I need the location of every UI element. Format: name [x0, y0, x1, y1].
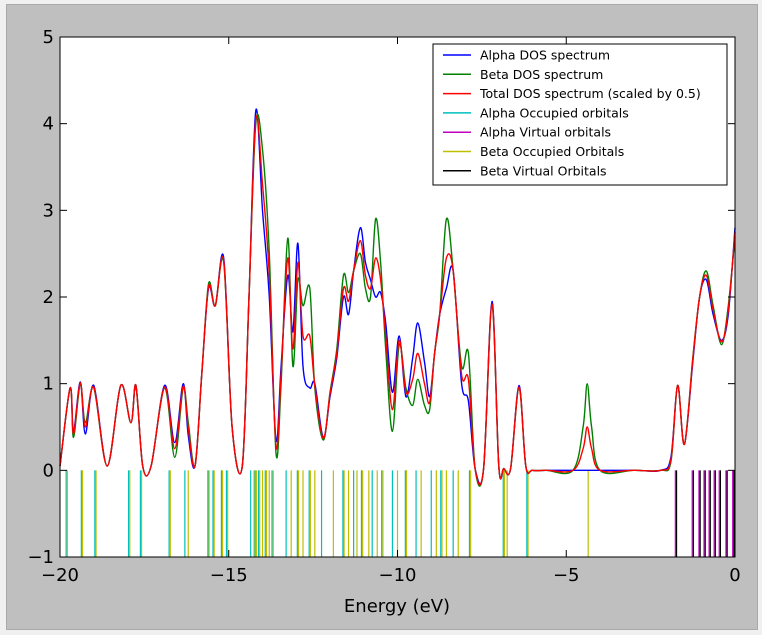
- x-tick-label: −10: [379, 565, 417, 586]
- legend-entry-label: Alpha Virtual orbitals: [480, 125, 611, 140]
- y-tick-label: −1: [27, 547, 54, 568]
- y-tick-labels: −1 0 1 2 3 4 5: [27, 27, 54, 568]
- legend-entry-label: Alpha DOS spectrum: [480, 48, 610, 63]
- y-tick-label: 5: [43, 27, 54, 48]
- x-tick-label: 0: [729, 565, 740, 586]
- y-tick-label: 1: [43, 374, 54, 395]
- axis-ticks: [59, 36, 736, 558]
- dos-series: [59, 108, 736, 487]
- legend: Alpha DOS spectrum Beta DOS spectrum Total…: [432, 43, 728, 186]
- y-tick-label: 2: [43, 287, 54, 308]
- legend-box: [432, 43, 728, 186]
- x-axis-label: Energy (eV): [344, 596, 450, 617]
- y-tick-label: 3: [43, 200, 54, 221]
- total-dos-spectrum-scaled-by-0-5-line: [59, 115, 736, 486]
- y-tick-label: 4: [43, 114, 54, 135]
- legend-entry-label: Total DOS spectrum (scaled by 0.5): [479, 86, 701, 101]
- orbital-lines: [65, 470, 735, 557]
- x-tick-labels: −20 −15 −10 −5 0: [41, 565, 741, 586]
- legend-entry-label: Alpha Occupied orbitals: [480, 105, 629, 120]
- x-tick-label: −5: [553, 565, 580, 586]
- legend-entry-label: Beta Occupied Orbitals: [480, 144, 624, 159]
- legend-entry-label: Beta Virtual Orbitals: [480, 163, 607, 178]
- legend-entry-label: Beta DOS spectrum: [480, 67, 603, 82]
- x-tick-label: −15: [210, 565, 248, 586]
- x-tick-label: −20: [41, 565, 79, 586]
- y-tick-label: 0: [43, 460, 54, 481]
